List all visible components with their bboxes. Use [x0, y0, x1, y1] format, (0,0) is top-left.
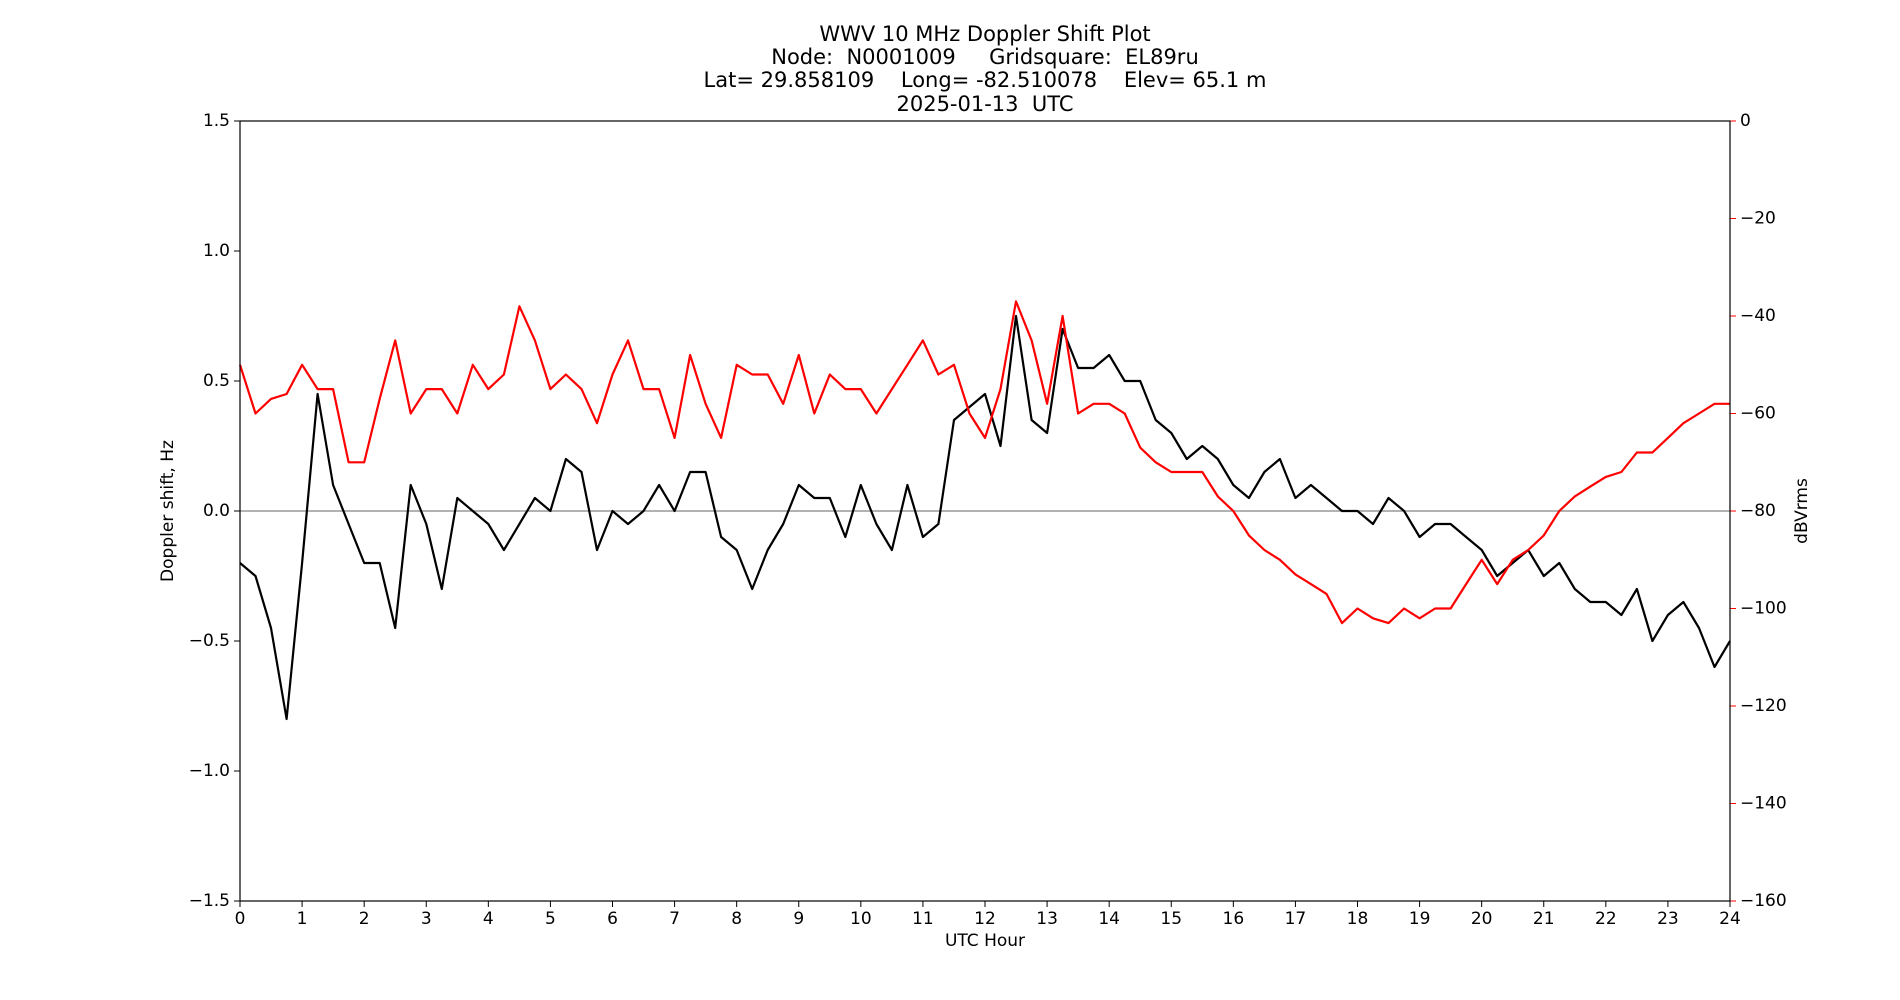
- x-tick-label: 18: [1347, 909, 1369, 929]
- y-tick-label: −1.5: [189, 891, 230, 911]
- y-tick-label: −0.5: [189, 631, 230, 651]
- x-tick-label: 3: [421, 909, 432, 929]
- x-tick-label: 12: [974, 909, 996, 929]
- x-tick-label: 20: [1471, 909, 1493, 929]
- chart-title: WWV 10 MHz Doppler Shift Plot: [819, 22, 1150, 46]
- y2-tick-label: −140: [1740, 794, 1787, 814]
- x-tick-label: 2: [359, 909, 370, 929]
- x-tick-label: 8: [731, 909, 742, 929]
- x-tick-label: 7: [669, 909, 680, 929]
- y-tick-label: 1.5: [203, 111, 230, 131]
- y2-tick-label: 0: [1740, 111, 1751, 131]
- x-tick-label: 24: [1719, 909, 1741, 929]
- series-line: [238, 300, 1730, 625]
- x-tick-label: 5: [545, 909, 556, 929]
- x-tick-label: 4: [483, 909, 494, 929]
- x-tick-label: 22: [1595, 909, 1617, 929]
- x-tick-label: 21: [1533, 909, 1555, 929]
- x-tick-label: 14: [1098, 909, 1120, 929]
- x-tick-label: 13: [1036, 909, 1058, 929]
- x-tick-label: 1: [297, 909, 308, 929]
- x-tick-label: 11: [912, 909, 934, 929]
- x-tick-label: 15: [1160, 909, 1182, 929]
- x-tick-label: 19: [1409, 909, 1431, 929]
- y-tick-label: −1.0: [189, 761, 230, 781]
- y2-tick-label: −80: [1740, 501, 1776, 521]
- y-tick-label: 1.0: [203, 241, 230, 261]
- y2-tick-label: −40: [1740, 306, 1776, 326]
- series-line: [239, 314, 1731, 721]
- y-axis-label: Doppler shift, Hz: [158, 440, 178, 582]
- x-tick-label: 16: [1223, 909, 1245, 929]
- chart-subtitle: 2025-01-13 UTC: [896, 92, 1073, 116]
- x-tick-label: 23: [1657, 909, 1679, 929]
- y2-tick-label: −120: [1740, 696, 1787, 716]
- y2-axis-label: dBVrms: [1792, 478, 1812, 544]
- y2-tick-label: −160: [1740, 891, 1787, 911]
- y2-tick-label: −60: [1740, 404, 1776, 424]
- x-tick-label: 10: [850, 909, 872, 929]
- chart-subtitle: Lat= 29.858109 Long= -82.510078 Elev= 65…: [704, 68, 1267, 92]
- x-tick-label: 9: [793, 909, 804, 929]
- plot-frame: [239, 120, 1731, 902]
- x-tick-label: 0: [235, 909, 246, 929]
- x-tick-label: 6: [607, 909, 618, 929]
- y-tick-label: 0.0: [203, 501, 230, 521]
- y2-tick-label: −100: [1740, 599, 1787, 619]
- chart-subtitle: Node: N0001009 Gridsquare: EL89ru: [771, 45, 1199, 69]
- y-tick-label: 0.5: [203, 371, 230, 391]
- x-axis-label: UTC Hour: [945, 931, 1025, 951]
- x-tick-label: 17: [1285, 909, 1307, 929]
- y2-tick-label: −20: [1740, 209, 1776, 229]
